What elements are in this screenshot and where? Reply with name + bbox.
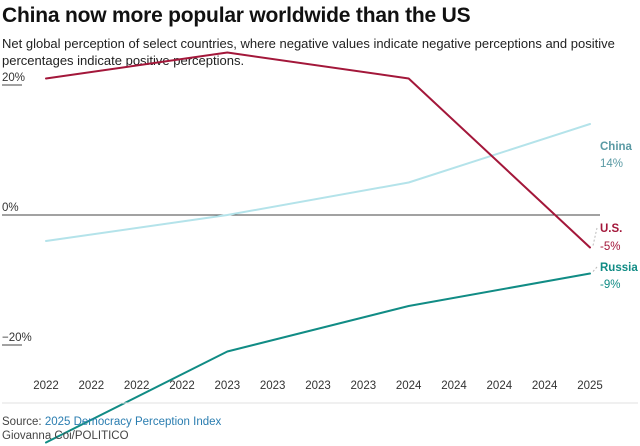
series-name-label: China bbox=[600, 141, 633, 153]
series-leader-line bbox=[592, 266, 598, 272]
x-tick-label: 2022 bbox=[33, 380, 59, 392]
series-value-label: -5% bbox=[600, 241, 620, 253]
y-tick-label: 0% bbox=[2, 202, 19, 214]
x-tick-label: 2023 bbox=[351, 380, 377, 392]
x-tick-label: 2024 bbox=[532, 380, 558, 392]
credit-line: Giovanna Coi/POLITICO bbox=[2, 430, 129, 442]
x-tick-label: 2023 bbox=[305, 380, 331, 392]
series-line-russia bbox=[45, 272, 591, 444]
chart-subtitle: Net global perception of select countrie… bbox=[2, 36, 615, 68]
x-tick-label: 2024 bbox=[396, 380, 422, 392]
series-name-label: Russia bbox=[600, 262, 638, 274]
series-name-label: U.S. bbox=[600, 223, 622, 235]
series-value-label: 14% bbox=[600, 158, 623, 170]
footer: Source: 2025 Democracy Perception Index … bbox=[2, 415, 221, 443]
y-tick-label: −20% bbox=[2, 332, 32, 344]
x-tick-label: 2022 bbox=[124, 380, 150, 392]
x-tick-label: 2022 bbox=[79, 380, 105, 392]
x-tick-label: 2022 bbox=[169, 380, 195, 392]
series-leader-line bbox=[592, 227, 598, 246]
source-link[interactable]: 2025 Democracy Perception Index bbox=[44, 416, 222, 428]
series-line-china bbox=[45, 123, 591, 242]
x-tick-label: 2024 bbox=[441, 380, 467, 392]
source-line: Source: 2025 Democracy Perception Index bbox=[2, 415, 221, 429]
source-prefix: Source: bbox=[2, 416, 45, 428]
x-tick-label: 2024 bbox=[487, 380, 513, 392]
series-line-us bbox=[45, 51, 591, 249]
series-value-label: -9% bbox=[600, 279, 620, 291]
x-tick-label: 2023 bbox=[215, 380, 241, 392]
x-tick-label: 2023 bbox=[260, 380, 286, 392]
chart-title: China now more popular worldwide than th… bbox=[2, 4, 471, 27]
y-tick-label: 20% bbox=[2, 72, 25, 84]
x-tick-label: 2025 bbox=[577, 380, 603, 392]
